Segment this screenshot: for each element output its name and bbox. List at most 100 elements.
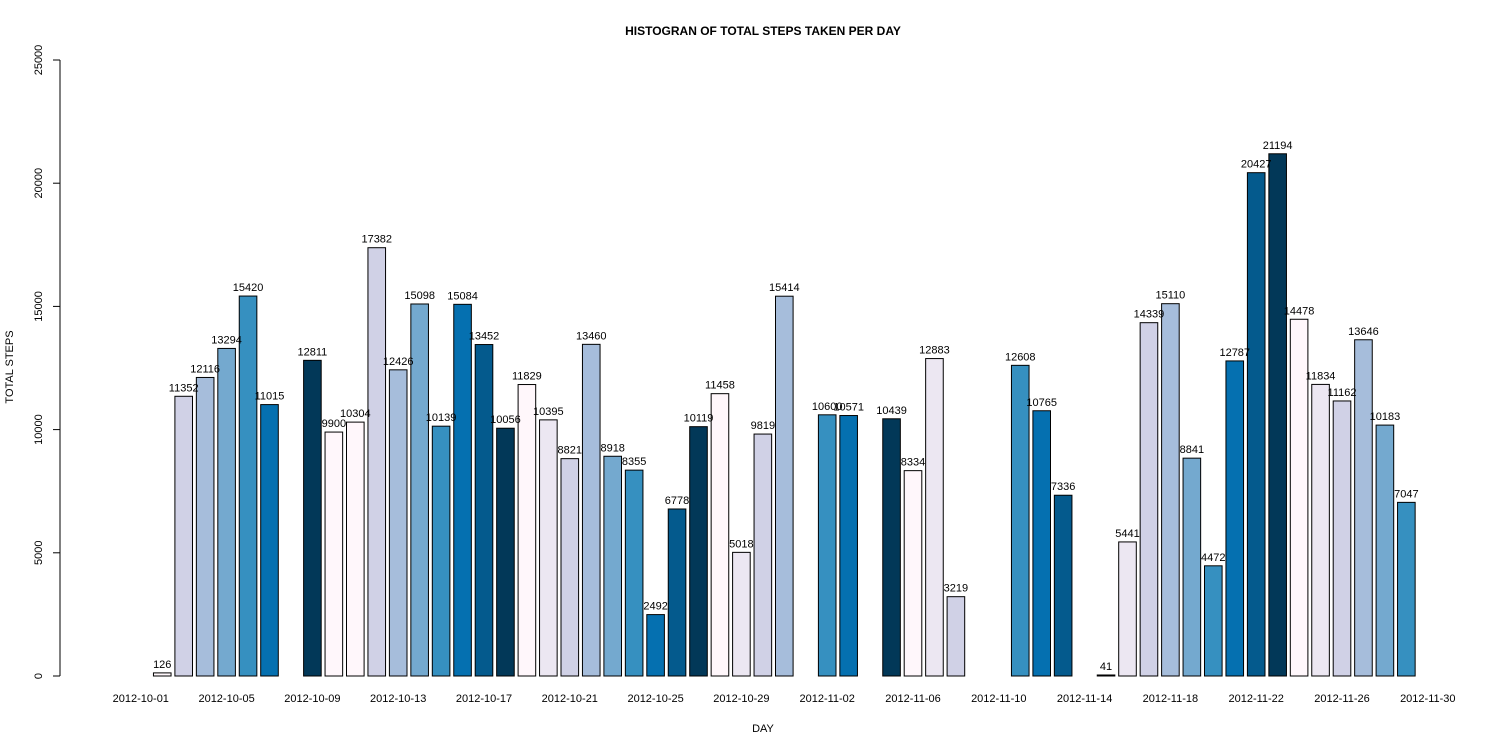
bar-2012-10-19 [517,384,537,677]
data-label: 10600 [812,401,843,413]
data-label: 7336 [1051,481,1075,493]
data-label: 41 [1100,661,1112,673]
bar-2012-11-18 [1161,303,1180,677]
bar-2012-11-08 [946,596,966,677]
x-tick-label: 2012-11-26 [1314,693,1369,705]
bar-2012-10-11 [346,421,365,677]
data-label: 8821 [558,445,582,457]
data-label: 13646 [1348,326,1379,338]
bar-2012-11-06 [903,470,923,677]
bar-2012-11-17 [1139,322,1159,677]
bar-2012-11-03 [839,415,858,677]
bar-2012-10-31 [775,295,794,677]
data-label: 15414 [769,282,800,294]
bar-2012-11-13 [1053,494,1073,677]
bar-2012-11-19 [1182,457,1202,677]
y-tick-label: 15000 [33,291,45,322]
data-label: 13294 [211,334,242,346]
bar-2012-10-20 [539,419,558,677]
data-label: 11352 [169,382,199,394]
data-label: 3219 [944,583,968,595]
data-label: 10571 [833,402,864,414]
bar-2012-10-09 [303,359,322,677]
bar-2012-11-27 [1354,339,1373,677]
bar-2012-11-22 [1246,172,1266,677]
bar-2012-10-25 [646,614,665,677]
bar-2012-10-28 [710,393,730,677]
bar-2012-11-02 [817,414,837,677]
data-label: 9819 [751,420,775,432]
bar-2012-10-24 [624,469,644,677]
x-tick-label: 2012-11-06 [885,693,940,705]
bar-2012-11-26 [1332,400,1352,677]
x-tick-label: 2012-10-01 [113,693,169,705]
y-tick-label: 20000 [33,168,45,199]
data-labels: 1261135212116132941542011015128119900103… [153,140,1419,673]
data-label: 10439 [876,405,907,417]
data-label: 13460 [576,330,607,342]
data-label: 6778 [665,495,689,507]
data-label: 10183 [1370,411,1401,423]
y-tick-label: 5000 [33,541,45,565]
bar-2012-10-16 [453,303,472,677]
y-tick-label: 0 [33,673,45,679]
bar-2012-11-16 [1118,541,1137,677]
x-tick-label: 2012-10-13 [370,693,426,705]
y-tick-label: 10000 [33,414,45,445]
data-label: 11458 [705,380,735,392]
bar-2012-10-03 [174,395,193,677]
data-label: 17382 [361,234,392,246]
bar-2012-10-30 [753,433,773,677]
data-label: 8355 [622,456,646,468]
data-label: 8841 [1180,444,1204,456]
bar-2012-10-22 [581,343,601,677]
data-label: 126 [153,659,171,671]
bar-2012-11-05 [882,418,901,677]
data-label: 10304 [340,408,371,420]
bar-2012-10-26 [667,508,687,677]
bar-2012-10-04 [195,376,215,677]
data-label: 13452 [469,331,500,343]
x-tick-label: 2012-11-30 [1400,693,1455,705]
bar-2012-10-29 [732,551,751,677]
data-label: 8334 [901,457,925,469]
bar-2012-10-18 [496,427,515,677]
bar-2012-10-06 [238,295,258,677]
data-label: 14339 [1134,309,1165,321]
data-label: 10056 [490,414,521,426]
data-label: 11834 [1306,370,1336,382]
bar-2012-11-28 [1375,424,1395,677]
bar-2012-11-11 [1010,364,1030,677]
bar-2012-10-13 [388,369,408,677]
data-label: 14478 [1284,305,1315,317]
x-tick-label: 2012-11-10 [971,693,1026,705]
data-label: 7047 [1394,488,1418,500]
x-tick-label: 2012-10-17 [456,693,512,705]
bars [152,153,1416,677]
x-axis: 2012-10-01 2012-10-05 2012-10-09 2012-10-13… [113,693,1456,705]
bar-2012-11-29 [1397,501,1416,677]
data-label: 12608 [1005,351,1036,363]
data-label: 10119 [684,413,714,425]
data-label: 21194 [1263,140,1293,152]
x-tick-label: 2012-11-22 [1228,693,1283,705]
x-tick-label: 2012-10-09 [284,693,340,705]
y-axis-label: TOTAL STEPS [4,330,16,403]
data-label: 12426 [383,356,414,368]
bar-2012-10-10 [324,431,344,677]
data-label: 15110 [1156,290,1186,302]
data-label: 8918 [600,442,624,454]
data-label: 5018 [729,538,753,550]
data-label: 5441 [1115,528,1139,540]
data-label: 12883 [919,345,950,357]
bar-2012-10-23 [603,455,623,677]
bar-2012-10-07 [260,404,279,677]
x-tick-label: 2012-11-18 [1143,693,1198,705]
bar-2012-11-25 [1311,383,1330,677]
bar-2012-11-24 [1289,318,1309,677]
data-label: 20427 [1241,159,1272,171]
bar-2012-10-27 [689,426,708,677]
bar-2012-11-20 [1204,565,1223,677]
bar-2012-11-23 [1268,153,1287,677]
